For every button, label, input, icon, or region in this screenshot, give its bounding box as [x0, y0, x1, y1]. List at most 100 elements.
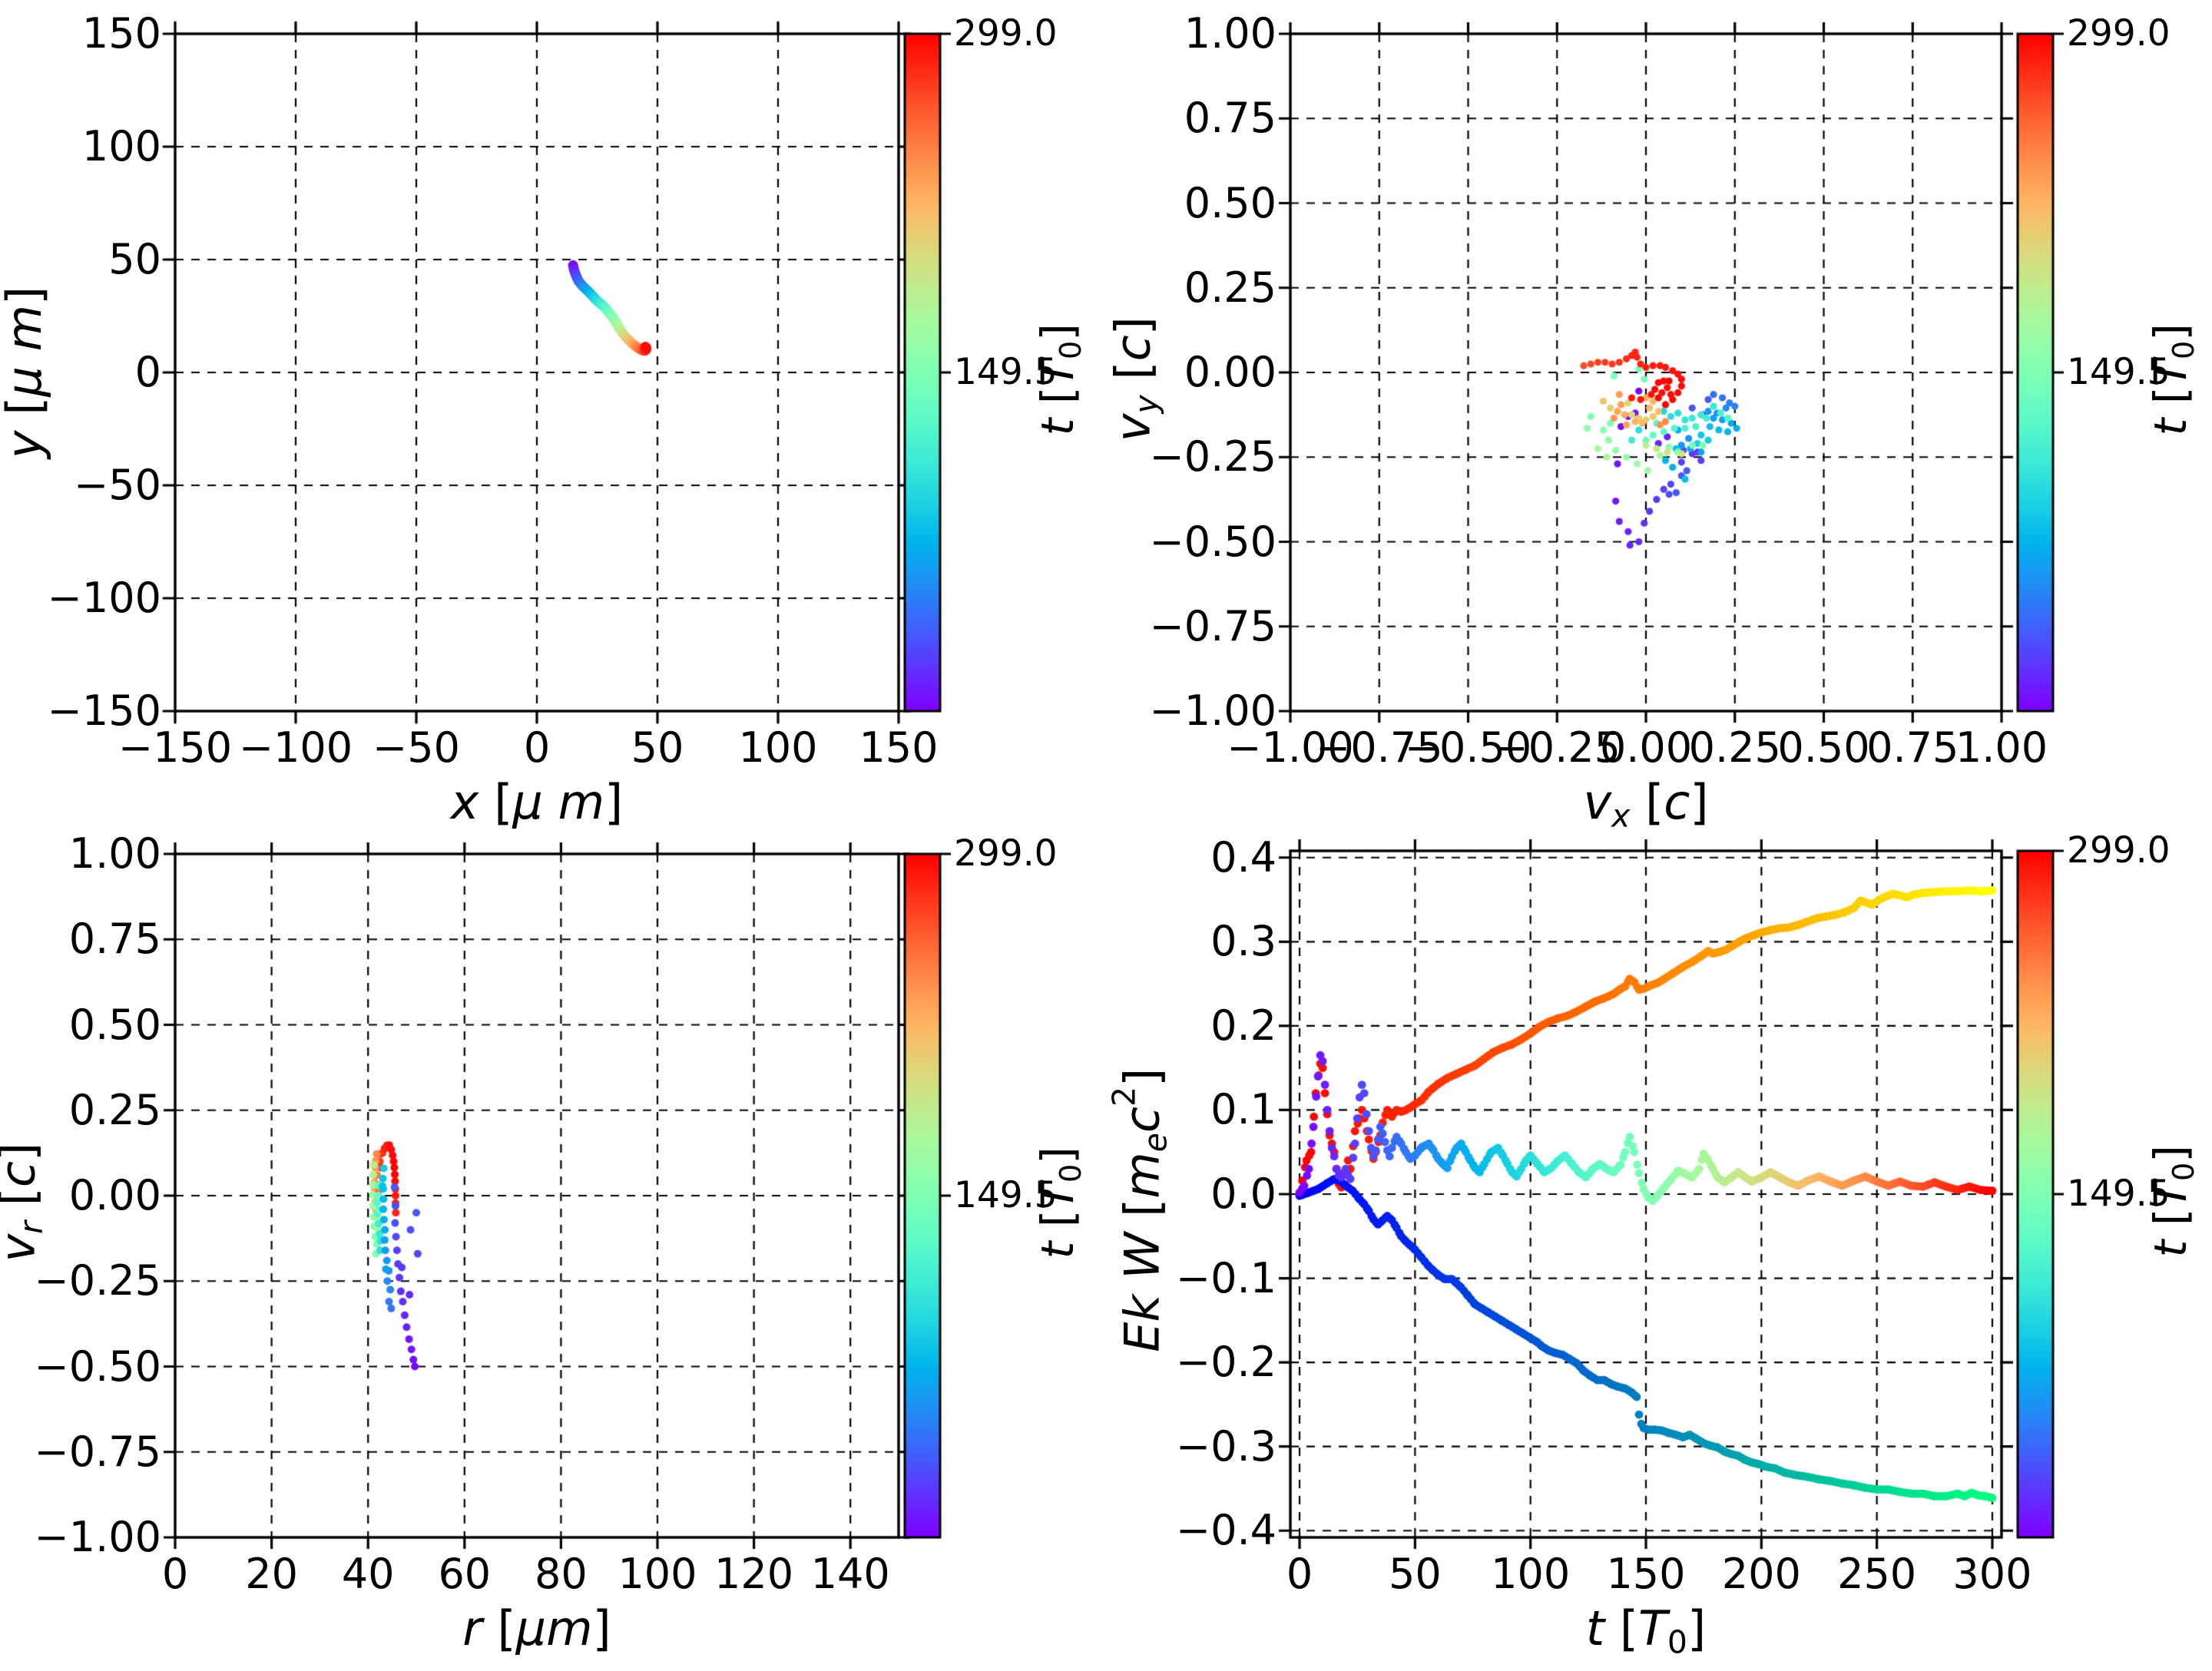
ekw-x-tick-label: 0 [1286, 1550, 1313, 1598]
ekw-xlabel: t [T0] [1339, 1600, 1953, 1670]
vxvy-plot-canvas [1270, 14, 2022, 731]
ekw-x-tick-label: 300 [1952, 1550, 2032, 1598]
rvr-y-tick-label: −0.25 [34, 1256, 161, 1305]
xy-x-tick-label: 50 [631, 723, 684, 772]
ekw-y-tick-label: 0.3 [1210, 917, 1277, 966]
rvr-x-tick-label: 140 [810, 1550, 890, 1598]
label-part: ] [1690, 774, 1709, 830]
label-part: c [1664, 774, 1690, 830]
label-part: t [1031, 418, 1084, 436]
rvr-colorbar-tick-label: 299.0 [954, 832, 1058, 875]
xy-y-tick-label: 100 [81, 122, 161, 170]
ekw-y-tick-label: 0.2 [1210, 1001, 1277, 1050]
rvr-y-tick-label: 0.00 [68, 1171, 161, 1219]
vxvy-y-tick-label: 0.25 [1184, 263, 1277, 312]
vxvy-y-tick-label: −0.50 [1149, 517, 1277, 566]
ekw-y-tick-label: 0.0 [1210, 1170, 1277, 1218]
rvr-x-tick-label: 100 [618, 1550, 697, 1598]
label-part: t [2144, 1239, 2197, 1258]
label-part: ] [604, 774, 624, 830]
xy-y-tick-label: −150 [47, 687, 161, 735]
vxvy-x-tick-label: −0.25 [1493, 723, 1621, 772]
label-part: ] [592, 1600, 611, 1656]
xy-colorbar-canvas [885, 14, 960, 731]
label-part: x [450, 774, 479, 830]
vxvy-x-tick-label: 0.50 [1777, 723, 1870, 772]
xy-x-tick-label: −150 [118, 723, 233, 772]
xy-xlabel: x [μ m] [230, 774, 844, 831]
ekw-plot-canvas [1270, 831, 2022, 1557]
xy-y-tick-label: −100 [47, 574, 161, 622]
vxvy-y-tick-label: −0.25 [1149, 432, 1277, 481]
label-part: 0 [1054, 340, 1089, 360]
rvr-colorbar-canvas [885, 834, 960, 1557]
label-part: r [462, 1600, 482, 1656]
rvr-x-tick-label: 0 [161, 1550, 189, 1598]
ekw-y-tick-label: −0.2 [1175, 1338, 1277, 1387]
xy-x-tick-label: 0 [523, 723, 551, 772]
vxvy-colorbar-tick-label: 299.0 [2067, 12, 2171, 55]
vxvy-x-tick-label: −0.50 [1404, 723, 1532, 772]
rvr-y-tick-label: 0.75 [68, 915, 161, 964]
label-part: [ [1630, 774, 1664, 830]
label-part: 0 [1054, 1163, 1089, 1183]
xy-plot-canvas [155, 14, 919, 731]
label-part: 0 [2167, 340, 2202, 360]
rvr-y-tick-label: 1.00 [68, 829, 161, 878]
ekw-colorbar-canvas [1998, 831, 2073, 1557]
ekw-colorbar-tick-label: 149.5 [2067, 1173, 2171, 1215]
label-part: 0 [2167, 1162, 2202, 1182]
vxvy-x-tick-label: 1.00 [1955, 723, 2048, 772]
label-part: m [558, 774, 604, 830]
label-part: [ [1604, 1600, 1639, 1656]
label-part: y [0, 430, 52, 459]
ekw-x-tick-label: 200 [1721, 1550, 1801, 1598]
label-part: e [1137, 1133, 1174, 1153]
vxvy-x-tick-label: 0.00 [1599, 723, 1693, 772]
vxvy-colorbar-tick-label: 149.5 [2067, 351, 2171, 393]
rvr-y-tick-label: −1.00 [34, 1513, 161, 1561]
label-part: r [12, 1221, 50, 1234]
ekw-x-tick-label: 150 [1606, 1550, 1686, 1598]
vxvy-xlabel: vx [c] [1339, 774, 1953, 844]
label-part: ] [2144, 323, 2197, 341]
rvr-x-tick-label: 20 [245, 1550, 298, 1598]
rvr-y-tick-label: 0.50 [68, 1000, 161, 1049]
vxvy-colorbar-canvas [1998, 14, 2073, 731]
label-part: t [1031, 1241, 1084, 1259]
rvr-x-tick-label: 120 [714, 1550, 794, 1598]
label-part: ] [2144, 1145, 2197, 1163]
ekw-y-tick-label: −0.1 [1175, 1253, 1277, 1302]
label-part: m [546, 1600, 593, 1656]
label-part: ] [1104, 316, 1161, 336]
xy-x-tick-label: 150 [859, 723, 939, 772]
vxvy-y-tick-label: −1.00 [1149, 687, 1277, 735]
label-part: [ [482, 1600, 516, 1656]
rvr-colorbar-tick-label: 149.5 [954, 1174, 1058, 1216]
ekw-colorbar-tick-label: 299.0 [2067, 829, 2171, 872]
label-part: μ [512, 774, 543, 830]
rvr-plot-canvas [155, 834, 919, 1557]
label-part: T [1638, 1600, 1667, 1656]
label-part: 0 [1667, 1623, 1687, 1661]
label-part: ] [0, 286, 52, 306]
vxvy-x-tick-label: −0.75 [1316, 723, 1443, 772]
ekw-y-tick-label: 0.4 [1210, 832, 1277, 882]
vxvy-y-tick-label: −0.75 [1149, 601, 1277, 650]
vxvy-x-tick-label: 0.25 [1688, 723, 1781, 772]
label-part: v [1583, 774, 1612, 830]
rvr-xlabel: r [μm] [230, 1600, 844, 1657]
vxvy-y-tick-label: 1.00 [1184, 9, 1277, 58]
vxvy-y-tick-label: 0.75 [1184, 94, 1277, 143]
label-part: μ [515, 1600, 547, 1656]
xy-x-tick-label: 100 [738, 723, 818, 772]
rvr-x-tick-label: 60 [438, 1550, 492, 1598]
vxvy-y-tick-label: 0.50 [1184, 178, 1277, 227]
label-part: t [1585, 1600, 1605, 1656]
label-part: t [2144, 418, 2197, 436]
label-part: ] [1687, 1600, 1707, 1656]
xy-y-tick-label: 50 [108, 235, 161, 283]
xy-x-tick-label: −50 [373, 723, 460, 772]
xy-colorbar-tick-label: 149.5 [954, 351, 1058, 393]
rvr-y-tick-label: −0.75 [34, 1427, 161, 1476]
